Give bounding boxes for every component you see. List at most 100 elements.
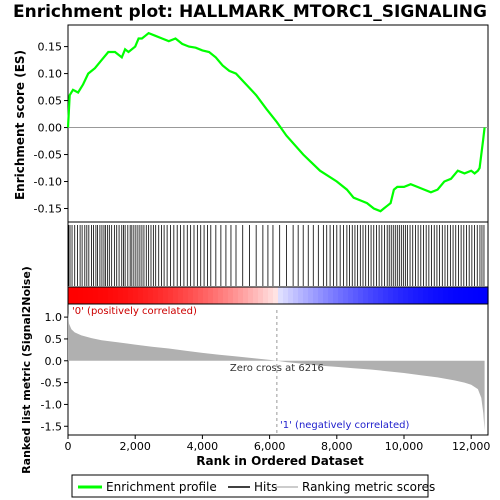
color-bar-segment bbox=[378, 287, 384, 304]
color-bar-segment bbox=[243, 287, 249, 304]
color-bar-segment bbox=[318, 287, 324, 304]
es-y-tick-label: 0.10 bbox=[38, 68, 63, 81]
color-bar-segment bbox=[358, 287, 364, 304]
color-bar-segment bbox=[338, 287, 344, 304]
color-bar-segment bbox=[78, 287, 84, 304]
color-bar-segment bbox=[368, 287, 374, 304]
color-bar-segment bbox=[213, 287, 219, 304]
color-bar-segment bbox=[303, 287, 309, 304]
color-bar-segment bbox=[118, 287, 124, 304]
metric-axis-label: Ranked list metric (Signal2Noise) bbox=[20, 266, 33, 474]
color-bar-segment bbox=[238, 287, 244, 304]
metric-y-tick-label: -1.0 bbox=[41, 398, 62, 411]
color-bar-segment bbox=[333, 287, 339, 304]
color-bar-segment bbox=[128, 287, 134, 304]
color-bar-segment bbox=[328, 287, 334, 304]
color-bar-segment bbox=[483, 287, 489, 304]
color-bar-segment bbox=[83, 287, 89, 304]
legend-box bbox=[71, 474, 429, 498]
metric-y-axis: 1.0 0.5 0.0 -0.5 -1.0 -1.5 bbox=[41, 311, 68, 433]
x-axis-label: Rank in Ordered Dataset bbox=[196, 454, 364, 468]
color-bar-segment bbox=[203, 287, 209, 304]
color-bar-segment bbox=[453, 287, 459, 304]
color-bar-segment bbox=[308, 287, 314, 304]
legend-metric-label: Ranking metric scores bbox=[302, 480, 435, 494]
x-tick-label: 6,000 bbox=[254, 440, 286, 453]
color-bar-segment bbox=[348, 287, 354, 304]
color-bar-segment bbox=[133, 287, 139, 304]
es-y-tick-label: -0.10 bbox=[34, 176, 62, 189]
color-bar-segment bbox=[373, 287, 379, 304]
x-axis: 0 2,000 4,000 6,000 8,000 10,000 12,000 bbox=[65, 435, 491, 453]
color-bar-segment bbox=[298, 287, 304, 304]
metric-y-tick-label: 0.5 bbox=[45, 333, 63, 346]
color-bar-segment bbox=[418, 287, 424, 304]
color-bar-segment bbox=[393, 287, 399, 304]
color-bar-segment bbox=[93, 287, 99, 304]
es-y-tick-label: 0.05 bbox=[38, 95, 63, 108]
color-bar-segment bbox=[268, 287, 274, 304]
color-bar-segment bbox=[108, 287, 114, 304]
x-tick-label: 0 bbox=[65, 440, 72, 453]
color-bar-segment bbox=[113, 287, 119, 304]
color-bar-segment bbox=[138, 287, 144, 304]
color-bar-segment bbox=[313, 287, 319, 304]
color-bar-segment bbox=[408, 287, 414, 304]
color-bar-segment bbox=[98, 287, 104, 304]
color-bar-segment bbox=[433, 287, 439, 304]
color-bar-segment bbox=[143, 287, 149, 304]
color-bar-segment bbox=[163, 287, 169, 304]
color-bar-segment bbox=[223, 287, 229, 304]
hits-panel-frame bbox=[67, 221, 489, 288]
es-y-tick-label: -0.05 bbox=[34, 149, 62, 162]
color-bar-segment bbox=[388, 287, 394, 304]
color-bar-segment bbox=[398, 287, 404, 304]
color-bar-segment bbox=[288, 287, 294, 304]
color-bar-segment bbox=[363, 287, 369, 304]
color-bar-segment bbox=[278, 287, 284, 304]
es-y-tick-label: 0.00 bbox=[38, 122, 63, 135]
x-tick-label: 12,000 bbox=[452, 440, 491, 453]
x-tick-label: 2,000 bbox=[119, 440, 151, 453]
x-tick-label: 4,000 bbox=[187, 440, 219, 453]
color-bar-segment bbox=[73, 287, 79, 304]
color-bar-segment bbox=[183, 287, 189, 304]
color-bar-segment bbox=[423, 287, 429, 304]
color-bar-segment bbox=[263, 287, 269, 304]
legend-es-label: Enrichment profile bbox=[106, 480, 217, 494]
color-bar-segment bbox=[463, 287, 469, 304]
color-bar-segment bbox=[273, 287, 279, 304]
color-bar-segment bbox=[193, 287, 199, 304]
color-bar-segment bbox=[68, 287, 74, 304]
color-bar-segment bbox=[178, 287, 184, 304]
es-y-axis: 0.15 0.10 0.05 0.00 -0.05 -0.10 -0.15 bbox=[34, 41, 68, 216]
metric-y-tick-label: 1.0 bbox=[45, 311, 63, 324]
positive-correlation-label: '0' (positively correlated) bbox=[72, 306, 197, 317]
color-bar-segment bbox=[458, 287, 464, 304]
color-bar-segment bbox=[88, 287, 94, 304]
color-bar-segment bbox=[438, 287, 444, 304]
color-bar-segment bbox=[208, 287, 214, 304]
es-profile-line bbox=[66, 31, 486, 213]
color-bar-segment bbox=[233, 287, 239, 304]
es-axis-label: Enrichment score (ES) bbox=[13, 50, 27, 200]
color-bar-segment bbox=[283, 287, 289, 304]
color-bar-segment bbox=[218, 287, 224, 304]
color-bar-segment bbox=[323, 287, 329, 304]
ranked-metric-area bbox=[68, 312, 485, 431]
color-bar-segment bbox=[153, 287, 159, 304]
es-y-tick-label: 0.15 bbox=[38, 41, 63, 54]
legend-hits-label: Hits bbox=[254, 480, 277, 494]
color-bar-segment bbox=[478, 287, 484, 304]
color-bar-segment bbox=[123, 287, 129, 304]
color-bar-segment bbox=[473, 287, 479, 304]
color-bar-segment bbox=[168, 287, 174, 304]
zero-cross-label: Zero cross at 6216 bbox=[230, 363, 324, 374]
color-bar-segment bbox=[148, 287, 154, 304]
color-bar-segment bbox=[343, 287, 349, 304]
color-bar-segment bbox=[468, 287, 474, 304]
color-bar-segment bbox=[158, 287, 164, 304]
x-tick-label: 10,000 bbox=[385, 440, 424, 453]
negative-correlation-label: '1' (negatively correlated) bbox=[280, 420, 409, 431]
